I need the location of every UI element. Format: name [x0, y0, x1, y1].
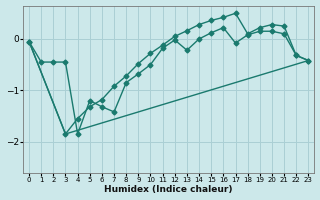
- X-axis label: Humidex (Indice chaleur): Humidex (Indice chaleur): [104, 185, 233, 194]
